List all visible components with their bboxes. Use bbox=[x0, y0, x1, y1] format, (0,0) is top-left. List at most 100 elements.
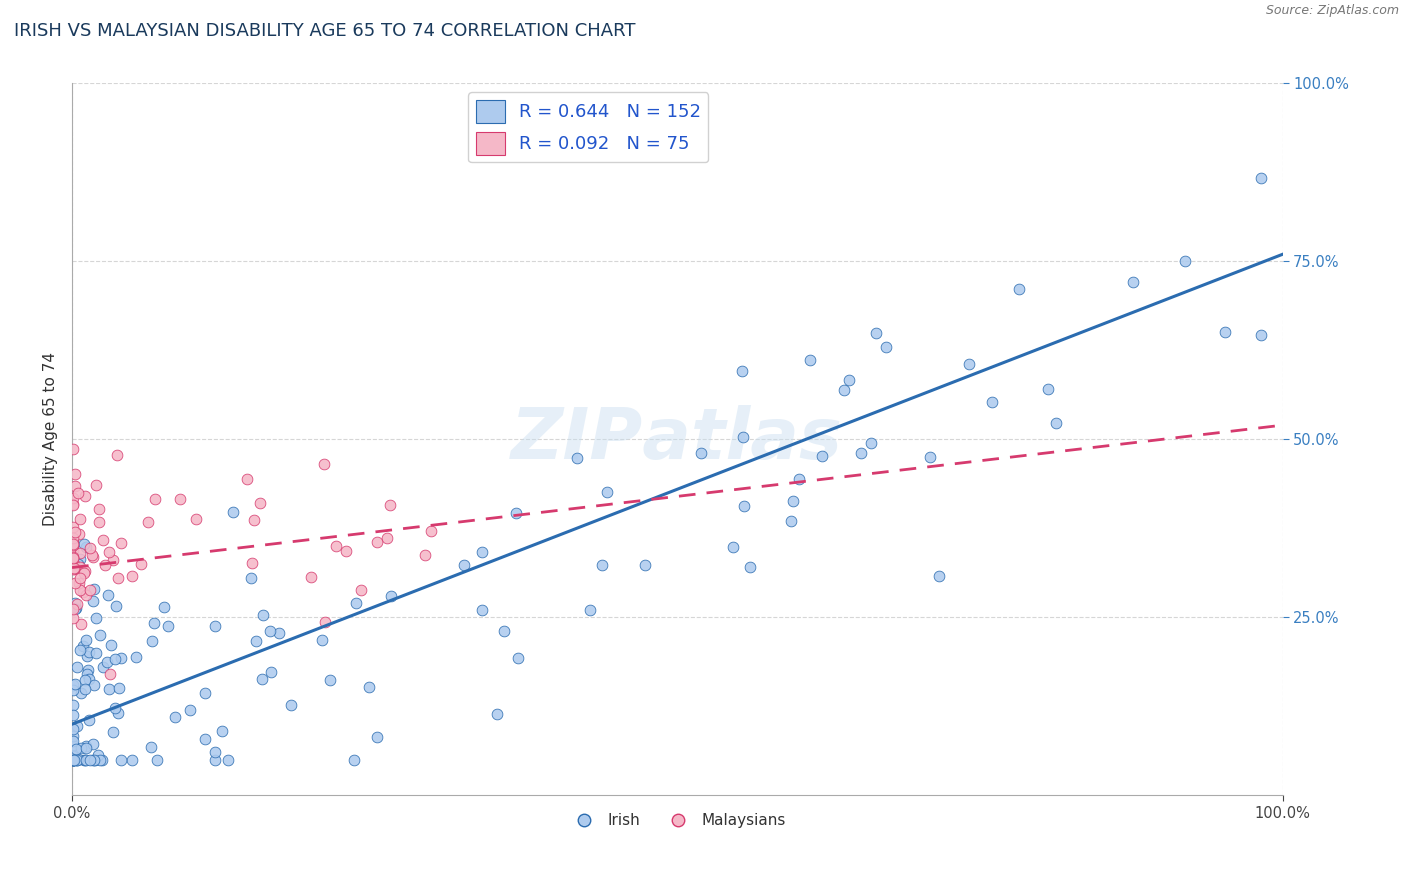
Point bbox=[77, 672, 100, 686]
Point bbox=[204, 753, 226, 767]
Point bbox=[69, 582, 91, 597]
Point bbox=[69, 560, 91, 574]
Point bbox=[75, 588, 97, 602]
Point bbox=[217, 753, 239, 767]
Point bbox=[62, 602, 84, 616]
Point bbox=[366, 535, 388, 549]
Point bbox=[62, 738, 84, 752]
Point bbox=[471, 603, 494, 617]
Point bbox=[1045, 416, 1067, 430]
Point bbox=[349, 582, 371, 597]
Point bbox=[1250, 327, 1272, 342]
Point bbox=[73, 673, 96, 687]
Point bbox=[280, 698, 302, 712]
Point bbox=[634, 558, 657, 573]
Point bbox=[860, 436, 883, 450]
Point bbox=[67, 485, 90, 500]
Point bbox=[1007, 282, 1029, 296]
Point bbox=[62, 498, 84, 512]
Point bbox=[259, 624, 281, 639]
Point bbox=[838, 373, 860, 387]
Point bbox=[82, 737, 104, 751]
Point bbox=[69, 741, 91, 756]
Point bbox=[789, 472, 811, 486]
Point bbox=[957, 357, 980, 371]
Point bbox=[75, 540, 97, 554]
Point bbox=[72, 584, 94, 599]
Point bbox=[342, 753, 364, 767]
Point bbox=[104, 599, 127, 613]
Point bbox=[108, 681, 131, 696]
Point bbox=[84, 477, 107, 491]
Point bbox=[66, 753, 89, 767]
Point bbox=[62, 557, 84, 571]
Point bbox=[63, 597, 86, 611]
Point bbox=[104, 700, 127, 714]
Point bbox=[415, 549, 437, 563]
Point bbox=[314, 615, 336, 629]
Point bbox=[67, 557, 90, 571]
Point bbox=[100, 666, 122, 681]
Point bbox=[62, 753, 84, 767]
Point bbox=[194, 731, 217, 746]
Point bbox=[125, 650, 148, 665]
Point bbox=[375, 531, 398, 545]
Point bbox=[62, 535, 84, 549]
Point bbox=[107, 571, 129, 585]
Point bbox=[721, 541, 744, 555]
Point bbox=[62, 491, 84, 505]
Point bbox=[69, 512, 91, 526]
Point bbox=[849, 446, 872, 460]
Point bbox=[79, 541, 101, 556]
Point bbox=[62, 722, 84, 736]
Point bbox=[731, 364, 754, 378]
Point bbox=[77, 663, 100, 677]
Point bbox=[62, 748, 84, 763]
Point bbox=[596, 484, 619, 499]
Point bbox=[62, 734, 84, 748]
Point bbox=[579, 603, 602, 617]
Point bbox=[76, 648, 98, 663]
Point bbox=[420, 524, 443, 538]
Point bbox=[62, 753, 84, 767]
Point bbox=[75, 753, 97, 767]
Point bbox=[378, 498, 401, 512]
Point bbox=[1038, 382, 1060, 396]
Point bbox=[62, 533, 84, 547]
Point bbox=[87, 748, 110, 763]
Point bbox=[738, 559, 761, 574]
Point bbox=[91, 533, 114, 548]
Point bbox=[72, 640, 94, 654]
Point bbox=[65, 753, 87, 767]
Point bbox=[84, 610, 107, 624]
Point bbox=[77, 713, 100, 727]
Point bbox=[260, 665, 283, 679]
Point bbox=[67, 527, 90, 541]
Point bbox=[252, 608, 274, 623]
Point bbox=[163, 710, 186, 724]
Point bbox=[145, 753, 167, 767]
Point bbox=[66, 753, 89, 767]
Point bbox=[105, 448, 128, 462]
Point bbox=[89, 753, 111, 767]
Point bbox=[89, 628, 111, 642]
Point bbox=[89, 502, 111, 516]
Point bbox=[121, 753, 143, 767]
Text: IRISH VS MALAYSIAN DISABILITY AGE 65 TO 74 CORRELATION CHART: IRISH VS MALAYSIAN DISABILITY AGE 65 TO … bbox=[14, 22, 636, 40]
Point bbox=[63, 677, 86, 691]
Point bbox=[107, 706, 129, 721]
Point bbox=[918, 450, 941, 465]
Point bbox=[240, 556, 263, 570]
Point bbox=[75, 739, 97, 753]
Point bbox=[103, 553, 125, 567]
Point bbox=[66, 597, 89, 611]
Point bbox=[77, 645, 100, 659]
Point bbox=[690, 446, 713, 460]
Point bbox=[75, 741, 97, 756]
Point bbox=[62, 753, 84, 767]
Point bbox=[98, 545, 121, 559]
Point bbox=[82, 753, 104, 767]
Point bbox=[76, 667, 98, 681]
Point bbox=[153, 600, 176, 615]
Point bbox=[73, 753, 96, 767]
